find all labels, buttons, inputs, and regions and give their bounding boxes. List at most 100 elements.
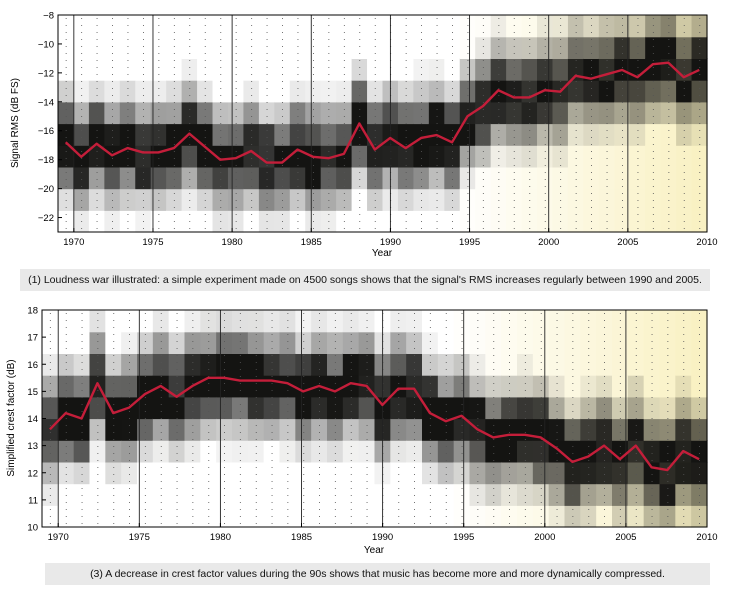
heatmap-cell xyxy=(475,145,492,168)
grid-dot xyxy=(224,453,225,454)
grid-dot xyxy=(398,425,400,426)
grid-dot xyxy=(493,334,495,335)
grid-dot xyxy=(604,334,605,335)
grid-dot xyxy=(65,418,67,419)
grid-dot xyxy=(208,404,210,405)
grid-dot xyxy=(635,390,637,391)
grid-dot xyxy=(204,179,206,180)
grid-dot xyxy=(65,516,67,517)
grid-dot xyxy=(160,313,162,314)
grid-dot xyxy=(96,102,98,103)
grid-dot xyxy=(328,46,330,47)
grid-dot xyxy=(271,411,273,412)
grid-dot xyxy=(452,130,453,131)
grid-dot xyxy=(81,397,83,398)
grid-dot xyxy=(461,439,463,440)
grid-dot xyxy=(173,67,175,68)
heatmap-cell xyxy=(614,123,631,146)
grid-dot xyxy=(319,523,320,524)
heatmap-cell xyxy=(517,418,534,441)
grid-dot xyxy=(266,137,268,138)
heatmap-cell xyxy=(168,375,186,398)
grid-dot xyxy=(251,18,253,19)
grid-dot xyxy=(374,67,376,68)
heatmap-cell xyxy=(119,188,136,211)
grid-dot xyxy=(224,432,225,433)
heatmap-cell xyxy=(184,396,201,420)
grid-dot xyxy=(359,25,361,26)
grid-dot xyxy=(350,411,352,412)
grid-dot xyxy=(113,390,115,391)
grid-dot xyxy=(366,495,368,496)
grid-dot xyxy=(129,446,130,447)
grid-dot xyxy=(509,334,510,335)
grid-dot xyxy=(343,172,345,173)
grid-dot xyxy=(158,200,160,201)
grid-dot xyxy=(374,74,376,75)
grid-dot xyxy=(112,60,113,61)
grid-dot xyxy=(467,18,469,19)
grid-dot xyxy=(143,116,144,117)
grid-dot xyxy=(97,425,99,426)
grid-dot xyxy=(467,88,469,89)
grid-dot xyxy=(144,467,146,468)
grid-dot xyxy=(235,102,237,103)
grid-dot xyxy=(493,439,495,440)
heatmap-cell xyxy=(73,123,90,146)
grid-dot xyxy=(144,390,146,391)
grid-dot xyxy=(350,502,352,503)
heatmap-cell xyxy=(629,166,646,190)
grid-dot xyxy=(414,383,415,384)
grid-dot xyxy=(313,123,314,124)
grid-dot xyxy=(467,109,469,110)
grid-dot xyxy=(282,53,283,54)
heatmap-cell xyxy=(73,418,91,441)
grid-dot xyxy=(81,369,83,370)
grid-dot xyxy=(350,446,352,447)
grid-dot xyxy=(97,474,99,475)
grid-dot xyxy=(49,523,51,524)
heatmap-cell xyxy=(135,36,152,59)
grid-dot xyxy=(328,144,330,145)
grid-dot xyxy=(176,509,178,510)
heatmap-cell xyxy=(659,396,676,420)
grid-dot xyxy=(524,348,526,349)
grid-dot xyxy=(255,369,257,370)
grid-dot xyxy=(220,193,222,194)
grid-dot xyxy=(143,74,144,75)
grid-dot xyxy=(158,39,160,40)
grid-dot xyxy=(81,355,83,356)
grid-dot xyxy=(398,348,400,349)
grid-dot xyxy=(96,123,98,124)
grid-dot xyxy=(143,25,144,26)
grid-dot xyxy=(405,137,407,138)
grid-dot xyxy=(575,53,577,54)
grid-dot xyxy=(65,362,67,363)
grid-dot xyxy=(319,341,320,342)
heatmap-cell xyxy=(295,331,312,354)
grid-dot xyxy=(127,46,129,47)
heatmap-cell xyxy=(212,188,229,211)
grid-dot xyxy=(651,355,653,356)
grid-dot xyxy=(144,348,146,349)
grid-dot xyxy=(112,179,113,180)
heatmap-cell xyxy=(197,166,214,190)
heatmap-cell xyxy=(327,353,344,376)
heatmap-cell xyxy=(42,375,59,398)
heatmap-cell xyxy=(197,123,214,146)
heatmap-cell xyxy=(73,483,91,506)
grid-dot xyxy=(255,362,257,363)
heatmap-cell xyxy=(691,418,708,441)
heatmap-cell xyxy=(521,36,538,59)
heatmap-cell xyxy=(367,36,384,59)
grid-dot xyxy=(204,186,206,187)
x-tick-label: 2010 xyxy=(696,237,717,248)
heatmap-cell xyxy=(660,166,677,190)
grid-dot xyxy=(319,495,320,496)
grid-dot xyxy=(452,151,453,152)
heatmap-cell xyxy=(327,483,344,506)
grid-dot xyxy=(282,179,283,180)
heatmap-cell xyxy=(390,418,407,441)
grid-dot xyxy=(127,88,129,89)
grid-dot xyxy=(398,320,400,321)
